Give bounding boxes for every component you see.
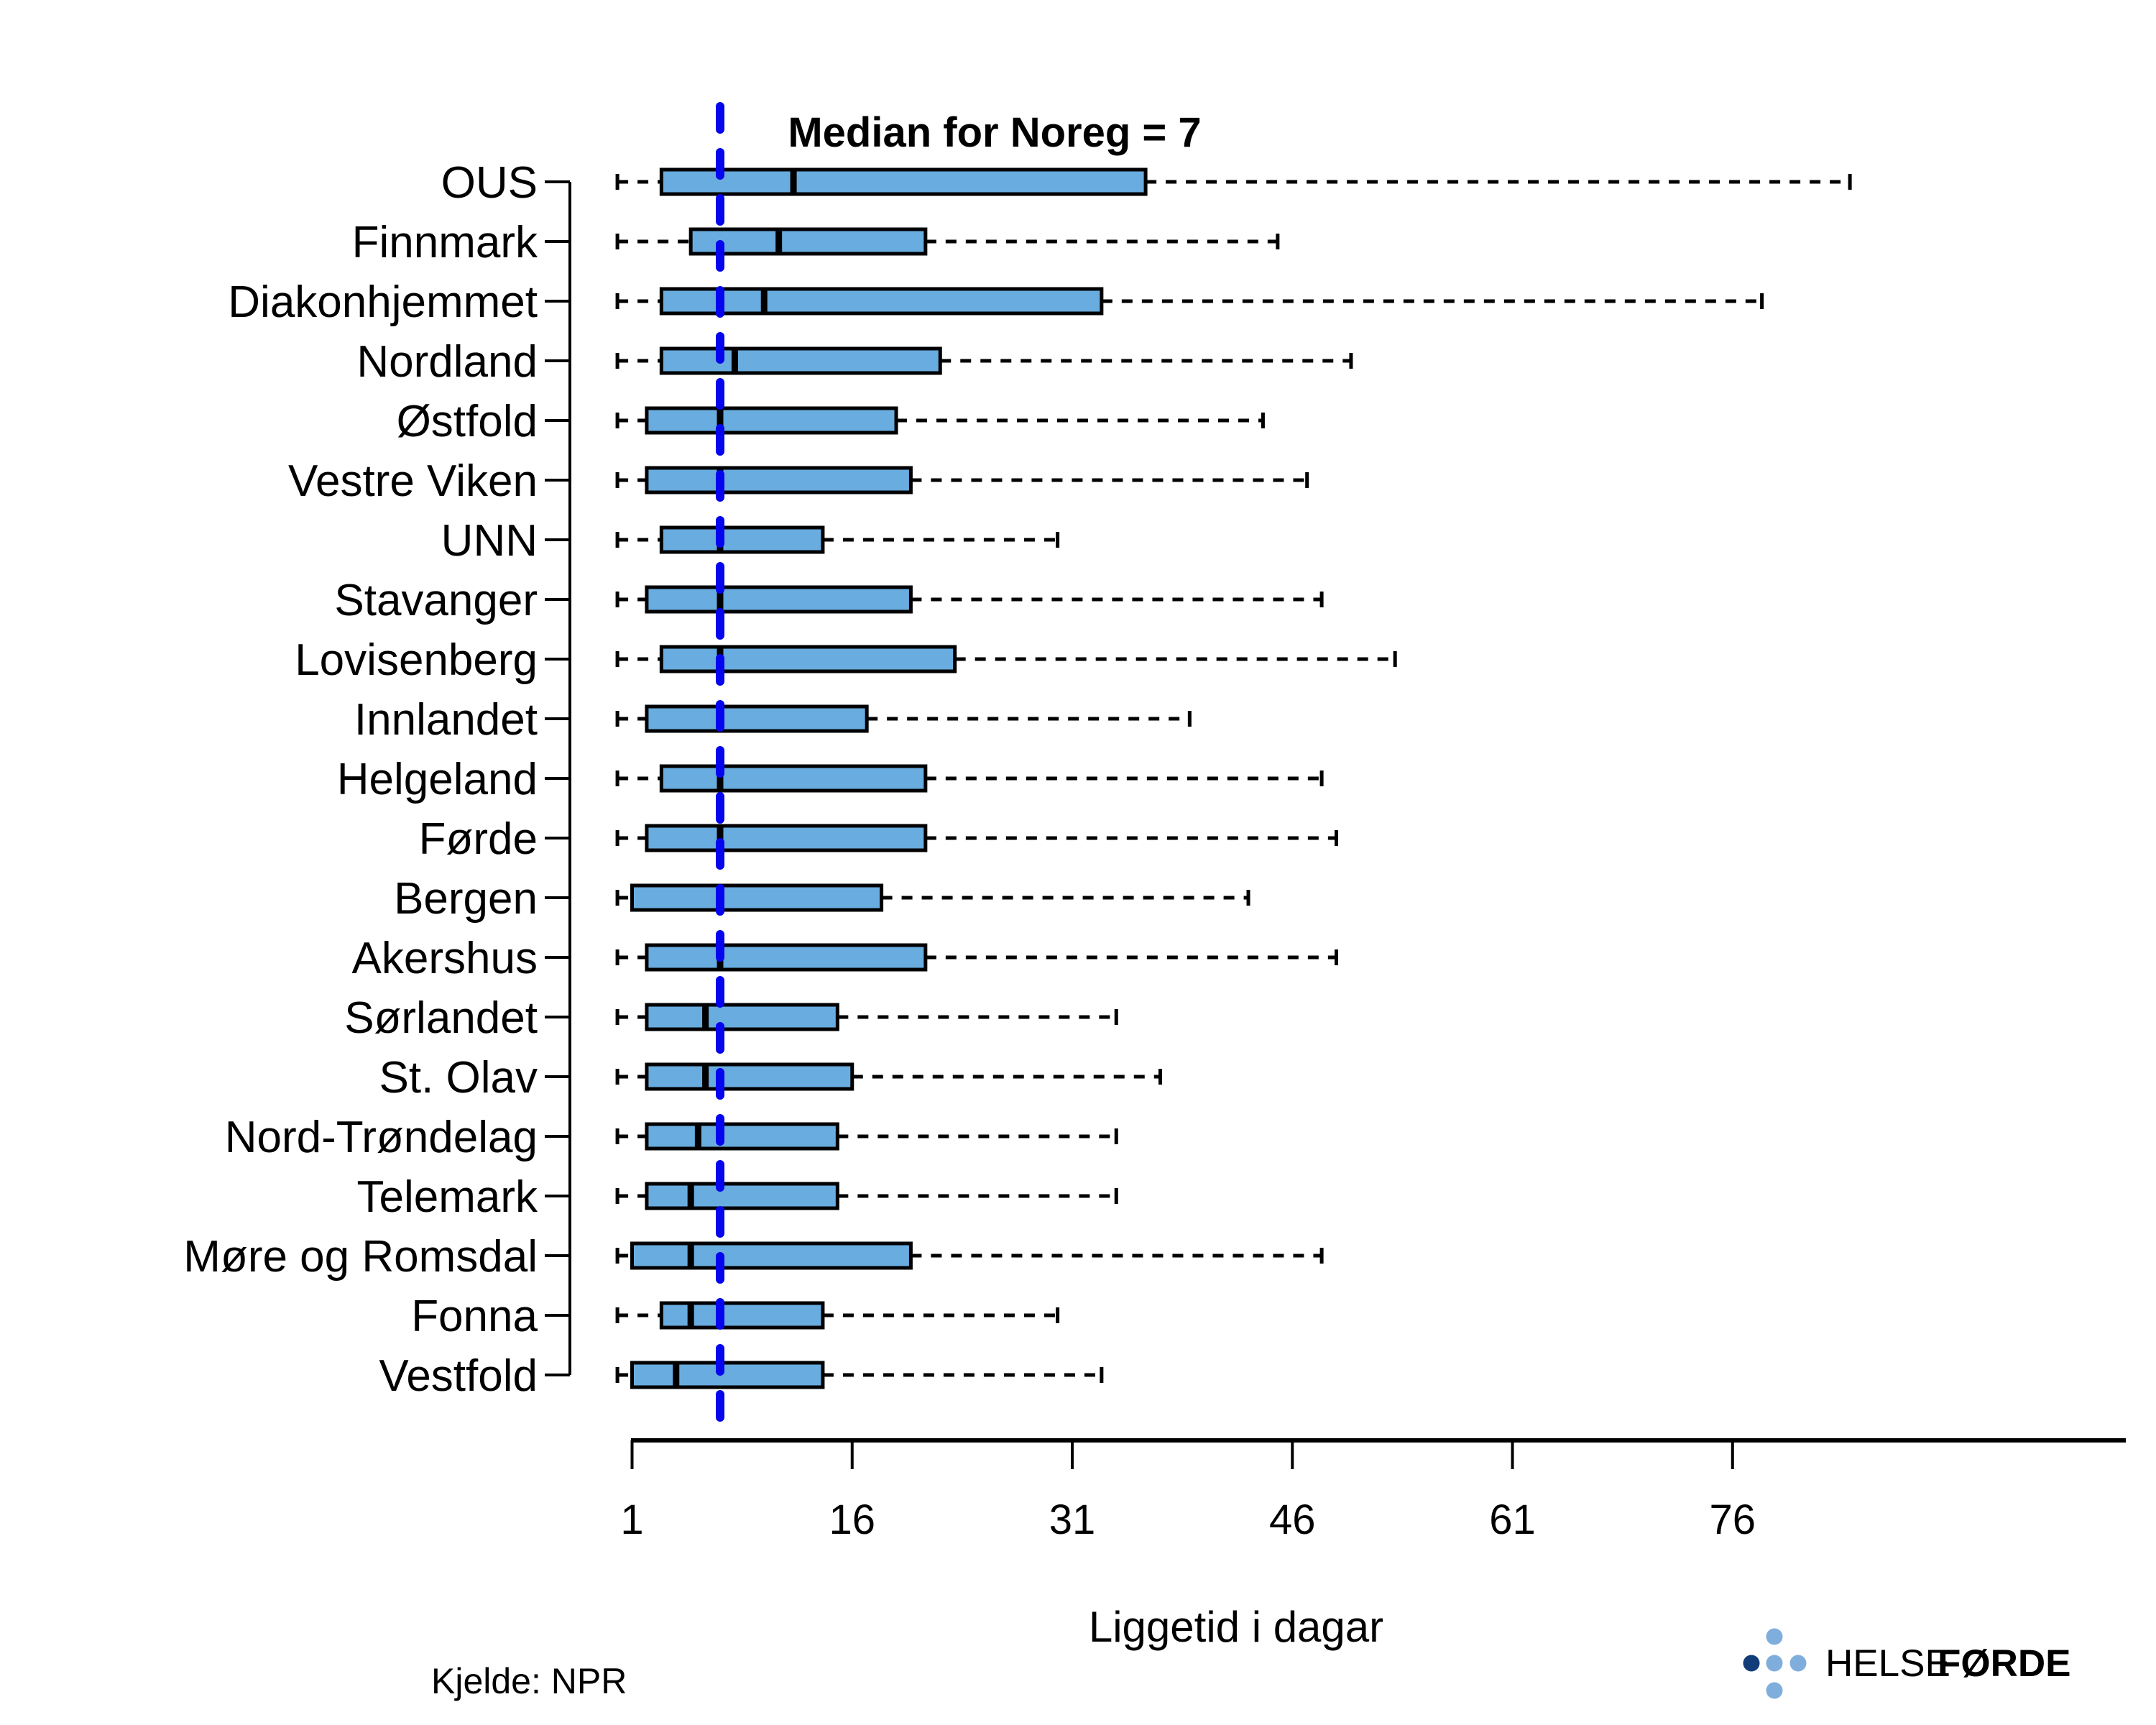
iqr-box [645,704,869,733]
x-tick-label: 61 [1489,1496,1536,1543]
category-label: Vestfold [379,1351,538,1401]
category-label: OUS [441,158,538,208]
x-tick-label: 76 [1710,1496,1756,1543]
iqr-box [659,287,1104,316]
boxplot-row [615,943,1339,972]
x-axis-label: Liggetid i dagar [1089,1603,1383,1651]
boxplot-row [615,1241,1324,1270]
iqr-box [688,227,928,256]
boxplot-row [615,883,1250,912]
boxplot-rows [615,167,1852,1389]
iqr-box [630,883,884,912]
iqr-box [645,1062,854,1091]
iqr-box [645,824,928,852]
boxplot-row [615,1182,1118,1210]
category-label: Sørlandet [344,993,538,1043]
category-label: Telemark [356,1172,538,1222]
category-label: Helgeland [337,755,538,804]
boxplot-row [615,167,1852,196]
category-label: Vestre Viken [288,456,538,506]
iqr-box [659,346,942,375]
category-label: Finnmark [352,218,538,267]
iqr-box [645,1182,839,1210]
boxplot-row [615,1062,1163,1091]
iqr-box [645,1122,839,1151]
boxplot-row [615,525,1060,554]
iqr-box [645,1003,839,1031]
iqr-box [630,1361,825,1389]
boxplot-row [615,1122,1118,1151]
iqr-box [630,1241,913,1270]
chart-title: Median for Noreg = 7 [788,109,1201,156]
boxplot-row [615,1361,1104,1389]
category-label: Fonna [411,1292,538,1341]
logo-dot-top [1766,1628,1783,1645]
boxplot-row [615,466,1309,494]
iqr-box [659,525,825,554]
iqr-box [659,645,957,673]
boxplot-row [615,227,1280,256]
x-tick-label: 16 [829,1496,875,1543]
logo-text-forde: FØRDE [1938,1642,2071,1685]
y-axis: OUS Finnmark Diakonhjemmet Nordland Østfold V… [183,158,571,1401]
logo-dot-center [1766,1655,1783,1672]
boxplot-row [615,406,1265,435]
iqr-box [645,943,928,972]
iqr-box [645,406,898,435]
iqr-box [659,167,1148,196]
logo-dot-bottom [1766,1682,1783,1699]
category-label: UNN [441,516,538,566]
source-note: Kjelde: NPR [431,1661,627,1701]
category-label: Bergen [394,874,538,924]
logo-dot-left [1743,1655,1760,1672]
category-label: St. Olav [379,1053,538,1103]
category-label: Østfold [397,397,538,446]
boxplot-row [615,1301,1060,1330]
iqr-box [659,1301,825,1330]
iqr-box [645,466,913,494]
category-label: Innlandet [354,695,538,745]
category-label: Stavanger [334,576,538,625]
boxplot-row [615,704,1192,733]
boxplot-row [615,824,1339,852]
logo-dot-right [1789,1655,1807,1672]
x-tick-label: 31 [1049,1496,1096,1543]
boxplot-row [615,585,1324,614]
category-label: Nordland [356,337,538,387]
category-label: Lovisenberg [295,635,538,685]
logo-text-helse: HELSE [1825,1642,1950,1685]
helse-forde-logo: HELSE FØRDE [1743,1628,2071,1699]
x-axis: 1 16 31 46 61 76 [620,1438,2126,1543]
x-tick-label: 46 [1269,1496,1316,1543]
category-label: Diakonhjemmet [228,277,538,327]
category-label: Nord-Trøndelag [225,1113,538,1162]
category-label: Førde [419,814,538,864]
boxplot-row [615,1003,1118,1031]
iqr-box [645,585,913,614]
boxplot-row [615,287,1764,316]
x-tick-label: 1 [620,1496,643,1543]
boxplot-row [615,645,1397,673]
category-label: Møre og Romsdal [183,1232,538,1282]
category-label: Akershus [352,934,538,983]
iqr-box [659,764,928,793]
boxplot-row [615,764,1324,793]
boxplot-row [615,346,1353,375]
